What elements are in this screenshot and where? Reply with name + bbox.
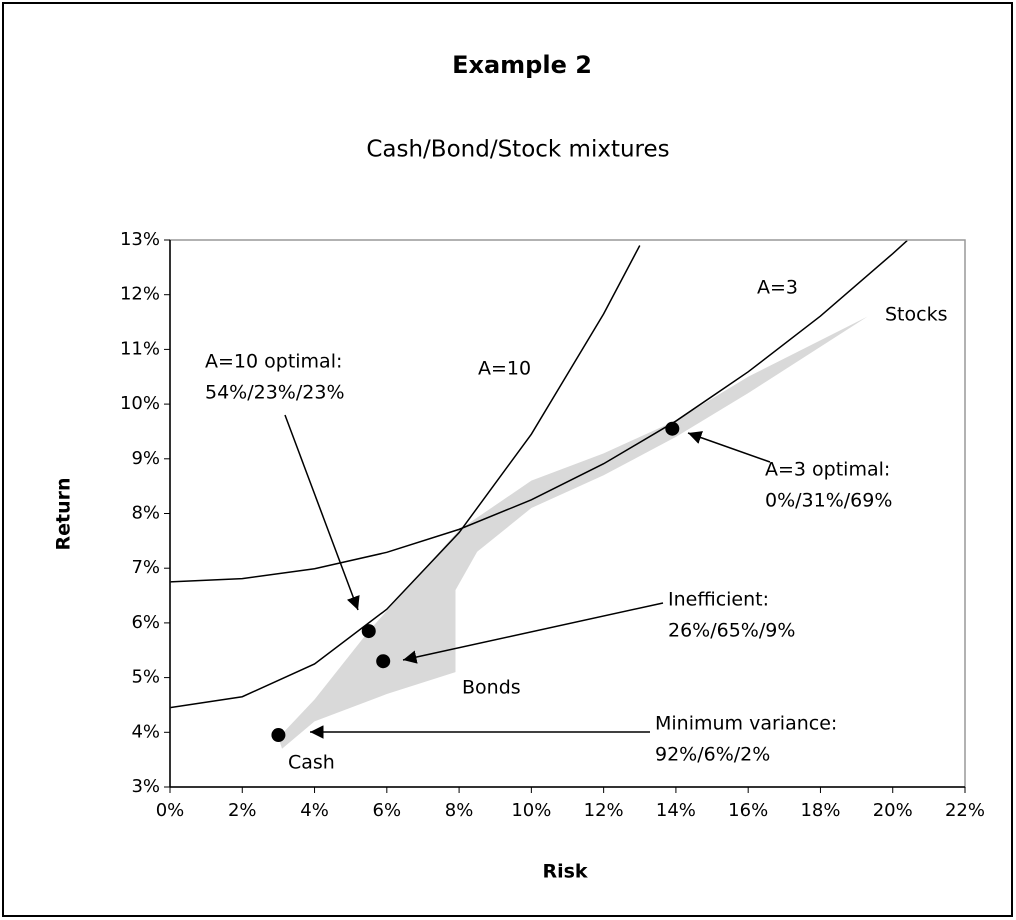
annotation-arrow xyxy=(402,602,664,664)
chart-subtitle: Cash/Bond/Stock mixtures xyxy=(366,137,669,163)
x-tick-label: 14% xyxy=(656,800,696,821)
annotation-arrow xyxy=(687,431,771,463)
y-tick-label: 12% xyxy=(120,284,160,305)
y-tick-label: 10% xyxy=(120,393,160,414)
annotation: 0%/31%/69% xyxy=(765,490,892,512)
annotation: Inefficient: xyxy=(668,589,769,611)
x-tick-label: 12% xyxy=(584,800,624,821)
feasible-region xyxy=(278,316,868,749)
annotation: A=3 optimal: xyxy=(765,459,890,481)
x-tick-label: 22% xyxy=(945,800,985,821)
y-tick-label: 4% xyxy=(131,721,160,742)
point xyxy=(271,728,286,743)
x-tick-label: 10% xyxy=(511,800,551,821)
annotation: A=10 optimal: xyxy=(205,351,342,373)
y-tick-label: 6% xyxy=(131,612,160,633)
indifference-curve xyxy=(170,245,641,709)
asset-label: Cash xyxy=(288,752,335,774)
x-tick-label: 8% xyxy=(445,800,474,821)
y-tick-label: 11% xyxy=(120,338,160,359)
y-tick-label: 8% xyxy=(131,503,160,524)
y-tick-label: 7% xyxy=(131,557,160,578)
plot-area xyxy=(170,240,908,749)
y-tick-label: 5% xyxy=(131,667,160,688)
curve-label: A=10 xyxy=(478,358,531,380)
annotation: 92%/6%/2% xyxy=(655,744,770,766)
x-tick-label: 18% xyxy=(800,800,840,821)
y-axis-label: Return xyxy=(53,477,75,550)
x-tick-label: 0% xyxy=(156,800,185,821)
y-tick-label: 9% xyxy=(131,448,160,469)
x-tick-label: 20% xyxy=(873,800,913,821)
x-axis-label: Risk xyxy=(542,861,587,883)
x-tick-label: 4% xyxy=(300,800,329,821)
curve-label: A=3 xyxy=(757,277,798,299)
point xyxy=(376,654,391,669)
annotation: 54%/23%/23% xyxy=(205,382,345,404)
y-tick-label: 13% xyxy=(120,229,160,250)
x-tick-label: 16% xyxy=(728,800,768,821)
chart-title: Example 2 xyxy=(452,51,592,79)
point xyxy=(361,624,376,639)
annotation: 26%/65%/9% xyxy=(668,620,795,642)
indifference-curve xyxy=(170,240,908,583)
annotation: Minimum variance: xyxy=(655,713,837,735)
point xyxy=(665,421,680,436)
annotation-arrow xyxy=(284,414,360,611)
asset-label: Bonds xyxy=(462,677,521,699)
asset-label: Stocks xyxy=(885,304,947,326)
x-tick-label: 2% xyxy=(228,800,257,821)
x-tick-label: 6% xyxy=(373,800,402,821)
y-tick-label: 3% xyxy=(131,776,160,797)
